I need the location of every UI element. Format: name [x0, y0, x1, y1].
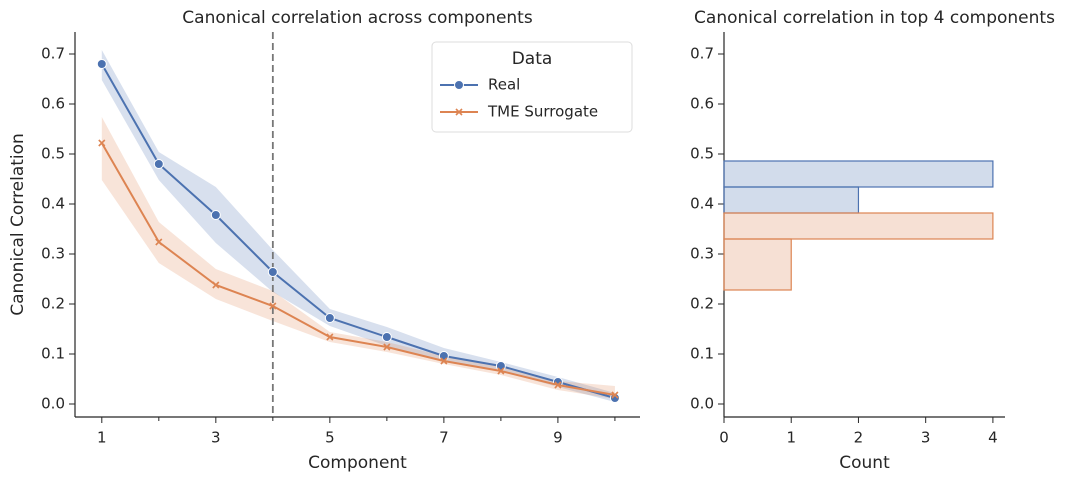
y-tick-label: 0.3 [41, 245, 65, 263]
point [324, 313, 335, 323]
point [267, 267, 278, 277]
x-tick-label: 9 [553, 429, 563, 447]
x-axis-label: Component [308, 453, 407, 473]
y-tick-label: 0.1 [690, 345, 714, 363]
point [326, 333, 334, 341]
y-tick-label: 0.7 [41, 45, 65, 63]
y-tick-label: 0.2 [690, 295, 714, 313]
point [495, 361, 506, 371]
y-tick-label: 0.6 [41, 95, 65, 113]
y-axis-label: Canonical Correlation [8, 133, 28, 316]
x-tick-label: 4 [988, 429, 998, 447]
y-tick-label: 0.0 [690, 395, 714, 413]
y-tick-label: 0.7 [690, 45, 714, 63]
point [212, 281, 220, 289]
point [438, 351, 449, 361]
y-tick-label: 0.5 [690, 145, 714, 163]
x-tick-label: 1 [97, 429, 107, 447]
line [100, 63, 616, 399]
legend-marker [455, 108, 463, 116]
y-tick-label: 0.4 [41, 195, 65, 213]
x-tick-label: 3 [921, 429, 931, 447]
histogram-bar [723, 160, 994, 188]
point [554, 381, 562, 389]
legend: Data Real TME Surrogate [431, 41, 633, 133]
legend-label: TME Surrogate [487, 103, 598, 121]
chart-title: Canonical correlation in top 4 component… [694, 8, 1055, 28]
legend-marker [454, 80, 464, 90]
point [440, 357, 448, 365]
point [383, 343, 391, 351]
line [100, 142, 616, 396]
x-tick-label: 0 [719, 429, 729, 447]
y-tick-label: 0.4 [690, 195, 714, 213]
point [611, 391, 619, 399]
x-tick-label: 7 [439, 429, 449, 447]
point [210, 210, 221, 220]
x-tick-label: 5 [325, 429, 335, 447]
point [155, 238, 163, 246]
confidence-band [101, 50, 615, 402]
x-tick-label: 3 [211, 429, 221, 447]
point [269, 302, 277, 310]
point [96, 59, 107, 69]
x-tick-label: 2 [854, 429, 864, 447]
point [98, 139, 106, 147]
point [381, 332, 392, 342]
y-tick-label: 0.3 [690, 245, 714, 263]
chart-title: Canonical correlation across components [182, 8, 533, 28]
legend-title: Data [512, 49, 553, 69]
legend-box [431, 41, 633, 133]
y-tick-label: 0.1 [41, 345, 65, 363]
point [153, 159, 164, 169]
y-tick-label: 0.0 [41, 395, 65, 413]
histogram-bar [723, 238, 792, 291]
legend-label: Real [488, 76, 520, 94]
point [497, 367, 505, 375]
point [609, 393, 620, 403]
x-axis-label: Count [839, 453, 890, 473]
histogram-bar [723, 186, 860, 214]
y-tick-label: 0.5 [41, 145, 65, 163]
x-tick-label: 1 [786, 429, 796, 447]
y-tick-label: 0.6 [690, 95, 714, 113]
y-tick-label: 0.2 [41, 295, 65, 313]
histogram-bar [723, 212, 994, 240]
